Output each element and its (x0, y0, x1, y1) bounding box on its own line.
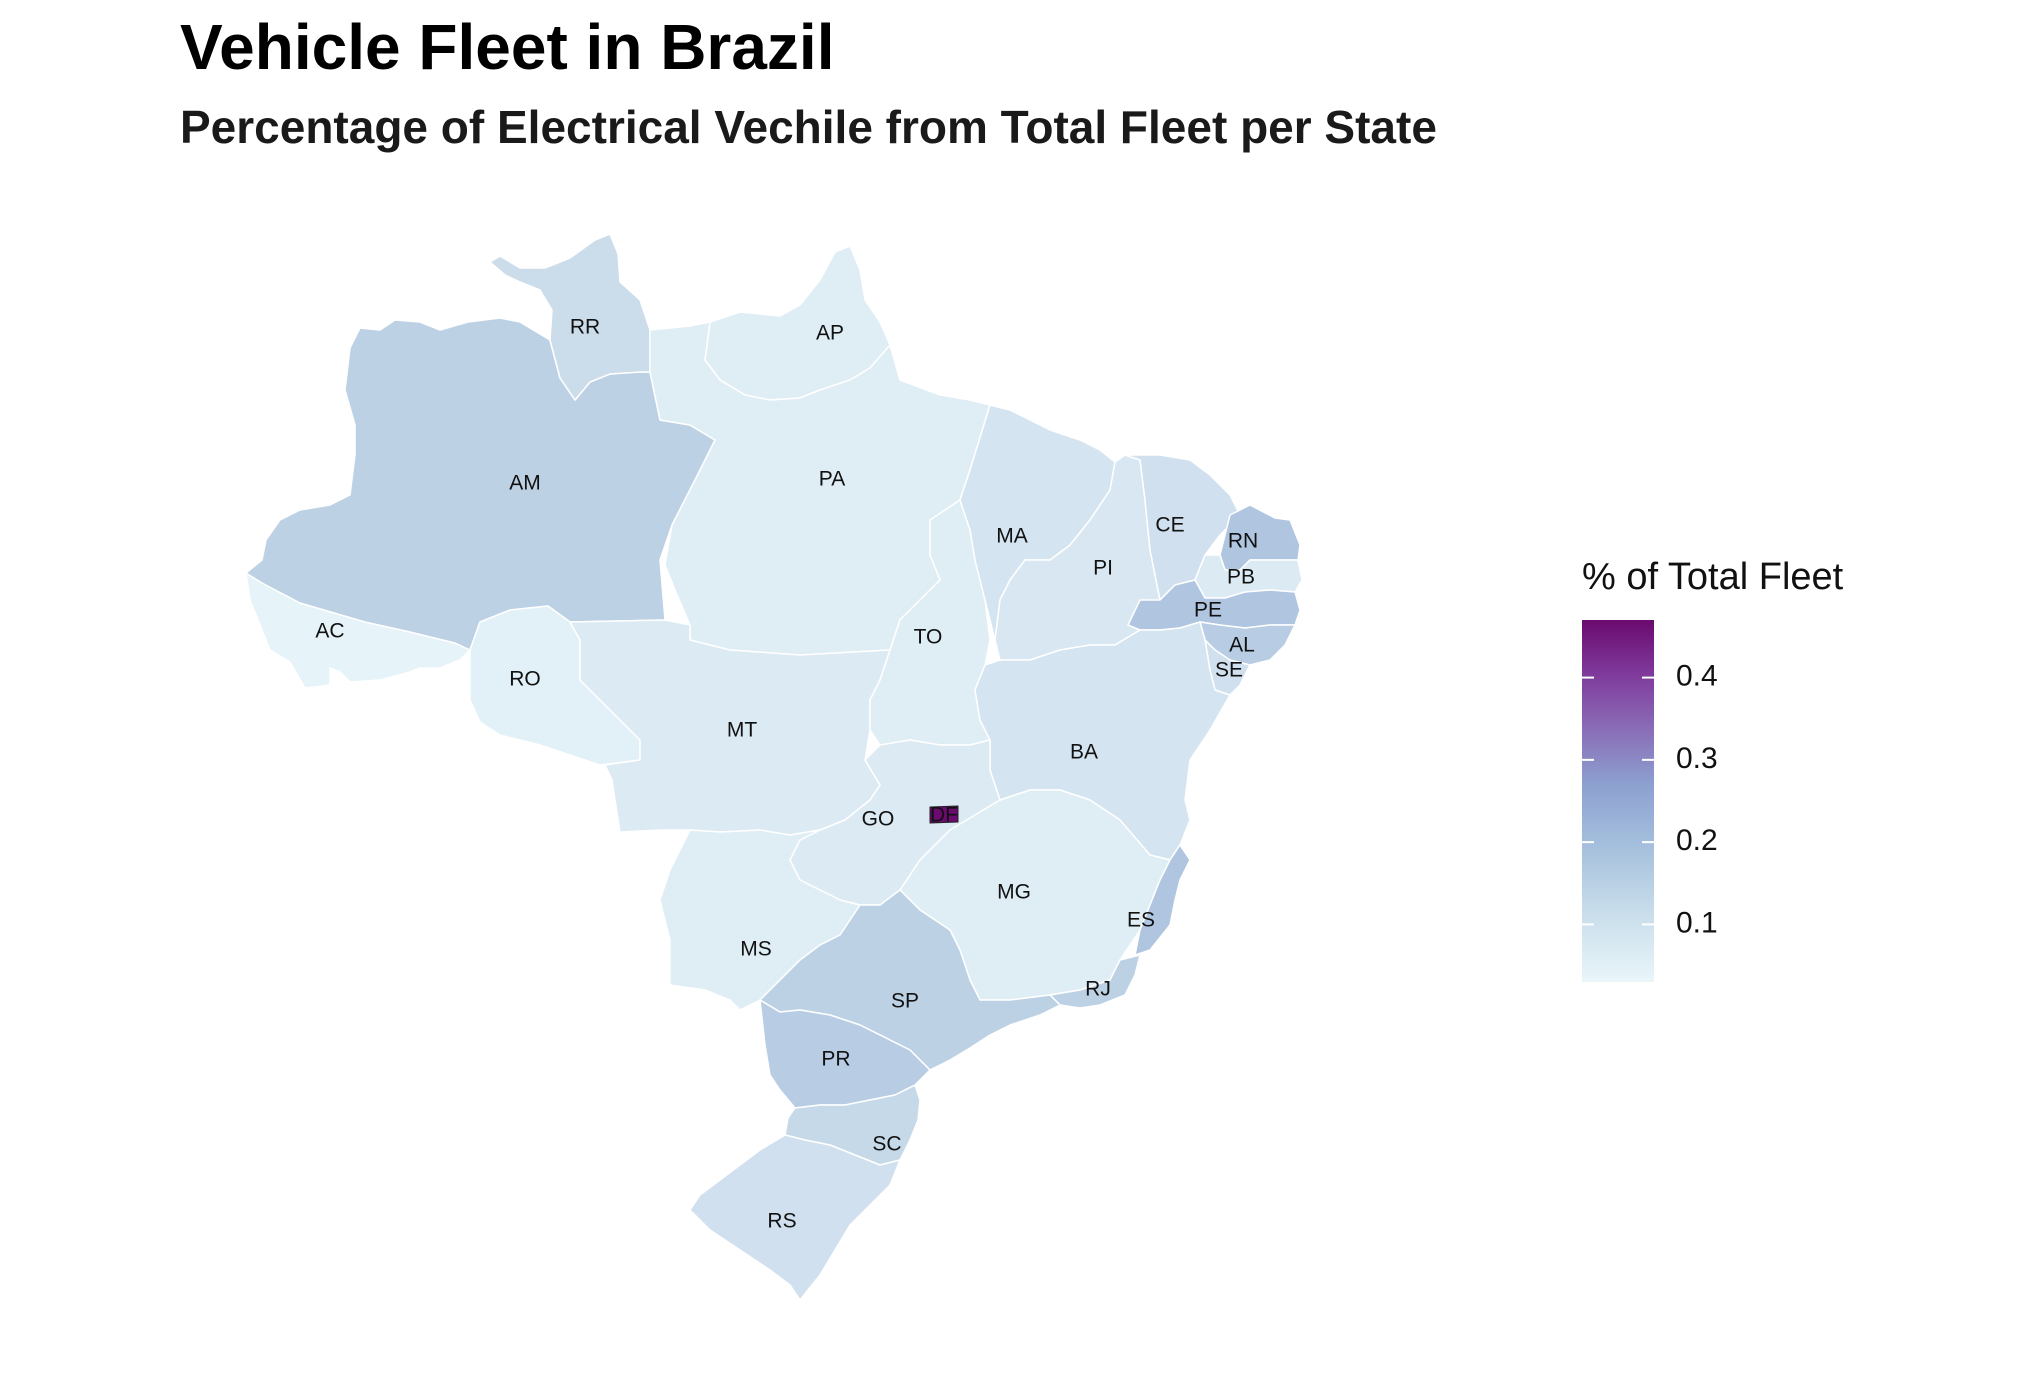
state-label-PR: PR (821, 1048, 850, 1071)
state-label-SC: SC (872, 1133, 901, 1156)
state-label-MS: MS (740, 938, 772, 961)
legend-tick-label: 0.3 (1676, 742, 1718, 775)
state-label-AL: AL (1229, 634, 1255, 657)
state-RS[interactable] (689, 1134, 901, 1301)
state-label-TO: TO (914, 626, 943, 649)
state-label-DF: DF (930, 804, 958, 827)
state-label-RO: RO (509, 668, 541, 691)
state-label-MT: MT (727, 719, 757, 742)
legend-colorbar (1582, 620, 1654, 982)
state-label-SP: SP (891, 990, 919, 1013)
state-label-RR: RR (570, 316, 600, 339)
state-label-RS: RS (767, 1210, 796, 1233)
state-label-AP: AP (816, 322, 844, 345)
legend-title: % of Total Fleet (1582, 556, 1844, 598)
state-label-ES: ES (1127, 909, 1155, 932)
state-DF[interactable] (929, 805, 959, 824)
state-label-BA: BA (1070, 741, 1098, 764)
state-label-GO: GO (862, 808, 895, 831)
map-subtitle: Percentage of Electrical Vechile from To… (180, 101, 1437, 153)
state-RJ[interactable] (1049, 954, 1141, 1009)
legend-tick-label: 0.1 (1676, 906, 1718, 939)
state-label-PI: PI (1093, 557, 1113, 580)
state-label-PB: PB (1227, 566, 1255, 589)
map-title: Vehicle Fleet in Brazil (180, 11, 835, 83)
legend-tick-label: 0.2 (1676, 824, 1718, 857)
state-ES[interactable] (1134, 844, 1191, 956)
state-label-RN: RN (1228, 530, 1258, 553)
state-label-AC: AC (315, 620, 344, 643)
state-label-MG: MG (997, 881, 1031, 904)
state-label-PA: PA (819, 468, 845, 491)
state-AM[interactable] (245, 317, 716, 651)
color-legend: 0.1 0.2 0.3 0.4 (1582, 620, 1718, 982)
state-label-RJ: RJ (1085, 978, 1111, 1001)
state-label-PE: PE (1194, 599, 1222, 622)
state-label-SE: SE (1215, 659, 1243, 682)
legend-tick-label: 0.4 (1676, 660, 1718, 693)
state-label-CE: CE (1155, 514, 1184, 537)
state-label-AM: AM (509, 472, 541, 495)
state-SP[interactable] (759, 889, 1061, 1071)
state-label-MA: MA (996, 525, 1028, 548)
